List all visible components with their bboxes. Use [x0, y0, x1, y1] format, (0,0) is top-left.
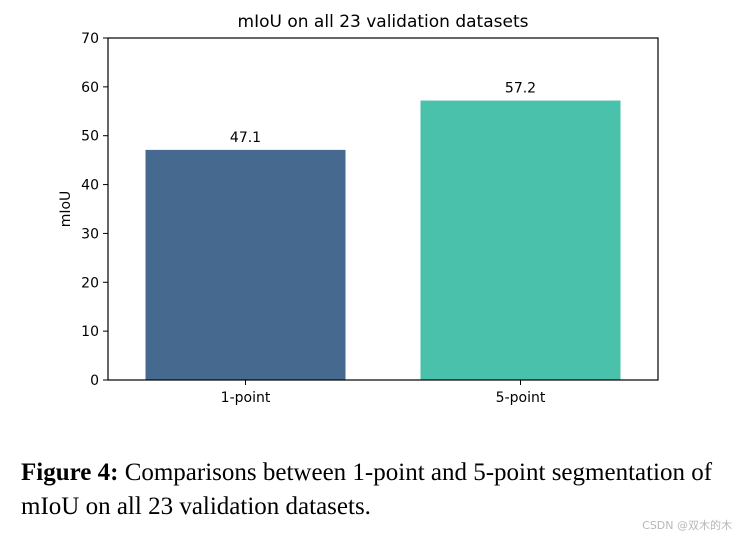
chart-container: mIoU on all 23 validation datasets mIoU …: [58, 12, 659, 406]
y-tick-label: 0: [90, 373, 99, 389]
x-tick-label: 1-point: [221, 390, 271, 406]
x-axis-ticks: 1-point 5-point: [221, 380, 546, 406]
figure-caption: Figure 4: Comparisons between 1-point an…: [21, 456, 736, 524]
data-label: 57.2: [505, 81, 536, 97]
bar-1-point: [145, 149, 346, 380]
data-label: 47.1: [230, 130, 261, 146]
y-axis-ticks: 0 10 20 30 40 50 60 70: [81, 31, 108, 389]
y-tick-label: 10: [81, 324, 99, 340]
bars: [145, 100, 621, 380]
y-tick-label: 30: [81, 226, 99, 242]
y-tick-label: 70: [81, 31, 99, 47]
chart-title: mIoU on all 23 validation datasets: [238, 12, 529, 32]
y-axis-label: mIoU: [58, 191, 74, 228]
bar-chart: mIoU on all 23 validation datasets mIoU …: [58, 12, 659, 406]
x-tick-label: 5-point: [496, 390, 546, 406]
watermark: CSDN @双木的木: [642, 519, 732, 532]
y-tick-label: 20: [81, 275, 99, 291]
y-tick-label: 60: [81, 80, 99, 96]
y-tick-label: 50: [81, 129, 99, 145]
caption-text: Comparisons between 1-point and 5-point …: [21, 459, 713, 520]
data-labels: 47.1 57.2: [230, 81, 536, 146]
y-tick-label: 40: [81, 178, 99, 194]
figure-label: Figure 4:: [21, 459, 119, 486]
plot-frame: [107, 37, 659, 381]
bar-5-point: [420, 100, 621, 380]
